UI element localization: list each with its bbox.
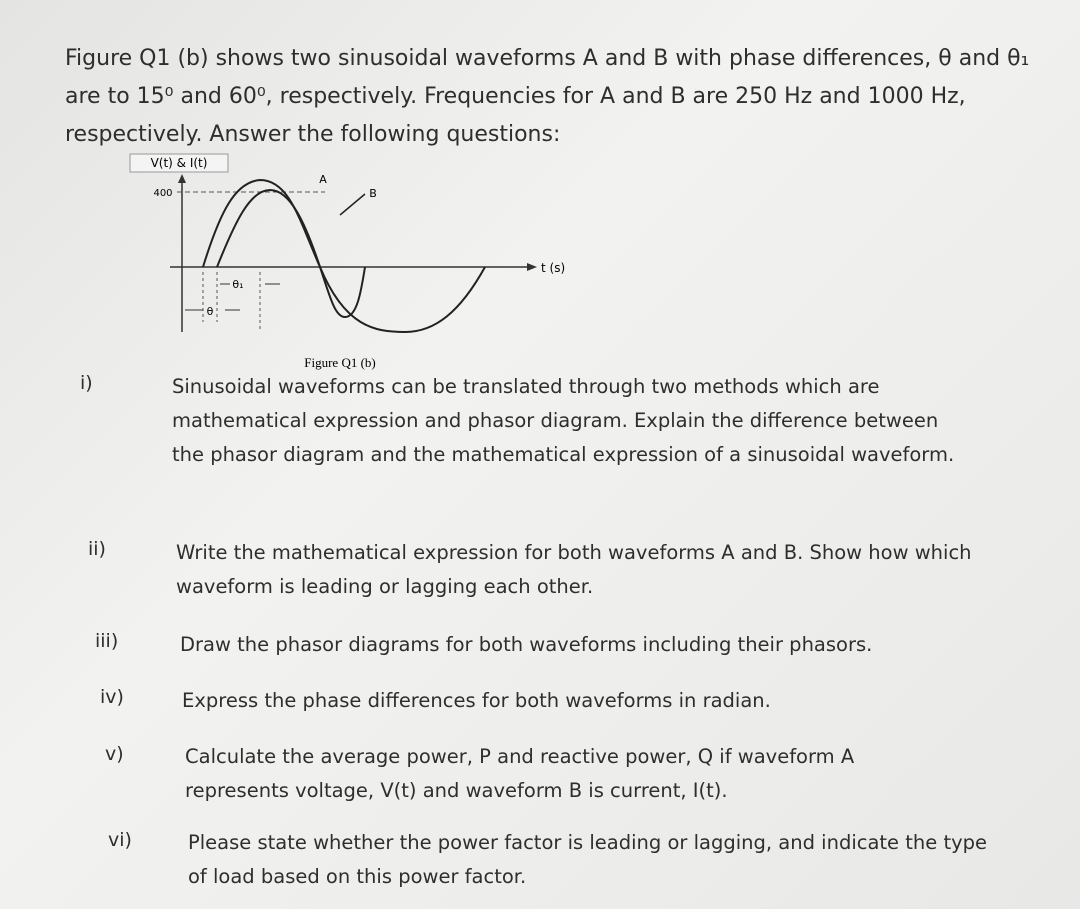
x-arrow bbox=[527, 263, 537, 271]
question-text: Express the phase differences for both w… bbox=[182, 689, 771, 712]
figure: V(t) & I(t) 400 t (s) A B θ θ₁ Figure Q1… bbox=[129, 153, 565, 370]
wave-b-label: B bbox=[369, 187, 377, 200]
question-text: Calculate the average power, P and react… bbox=[185, 745, 855, 802]
question-number: i) bbox=[80, 372, 93, 394]
theta1-label: θ₁ bbox=[232, 278, 243, 291]
question-number: iii) bbox=[95, 630, 119, 652]
y-label-box bbox=[129, 153, 229, 173]
waveform-a bbox=[216, 188, 366, 319]
question-number: vi) bbox=[108, 829, 132, 851]
wave-a-label: A bbox=[319, 173, 327, 186]
b-pointer bbox=[339, 193, 366, 216]
question-number: ii) bbox=[88, 538, 106, 560]
question-text: Please state whether the power factor is… bbox=[188, 831, 988, 888]
theta-label: θ bbox=[207, 305, 214, 318]
y-axis-label: V(t) & I(t) bbox=[151, 156, 208, 170]
intro-text: Figure Q1 (b) shows two sinusoidal wavef… bbox=[65, 46, 1030, 147]
question-text: Write the mathematical expression for bo… bbox=[176, 541, 972, 598]
figure-caption: Figure Q1 (b) bbox=[304, 355, 376, 370]
question-text: Sinusoidal waveforms can be translated t… bbox=[172, 375, 955, 466]
waveform-b bbox=[202, 178, 486, 334]
question-text: Draw the phasor diagrams for both wavefo… bbox=[180, 633, 873, 656]
y-arrow bbox=[178, 174, 186, 183]
peak-label: 400 bbox=[153, 188, 172, 199]
x-axis-label: t (s) bbox=[541, 261, 565, 275]
question-number: v) bbox=[105, 743, 124, 765]
question-number: iv) bbox=[100, 686, 124, 708]
